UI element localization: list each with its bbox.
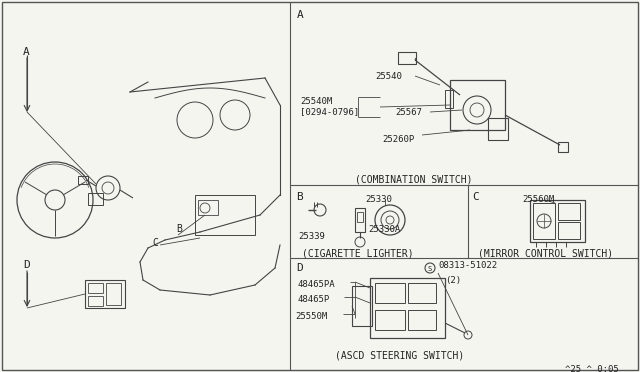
- Bar: [530, 200, 585, 242]
- Bar: [195, 195, 255, 235]
- Bar: [558, 203, 580, 220]
- Bar: [445, 90, 453, 108]
- Text: C: C: [472, 192, 479, 202]
- Text: (2): (2): [445, 276, 461, 285]
- Text: S: S: [428, 266, 432, 272]
- Text: 48465PA: 48465PA: [298, 280, 335, 289]
- Text: 25560M: 25560M: [522, 195, 554, 204]
- Bar: [375, 283, 405, 303]
- Text: 25339: 25339: [298, 232, 325, 241]
- Bar: [408, 283, 436, 303]
- Bar: [408, 310, 436, 330]
- Text: (CIGARETTE LIGHTER): (CIGARETTE LIGHTER): [302, 249, 413, 259]
- Bar: [375, 310, 405, 330]
- Bar: [398, 52, 416, 64]
- Bar: [88, 283, 103, 293]
- Text: 25330A: 25330A: [368, 225, 400, 234]
- Bar: [85, 280, 125, 308]
- Text: 25540M: 25540M: [300, 97, 332, 106]
- Bar: [88, 296, 103, 306]
- Bar: [355, 208, 365, 232]
- Bar: [533, 203, 555, 239]
- Bar: [78, 176, 88, 184]
- Bar: [370, 278, 445, 338]
- Text: 25330: 25330: [365, 195, 392, 204]
- Text: B: B: [296, 192, 303, 202]
- Bar: [198, 200, 218, 215]
- Bar: [558, 142, 568, 152]
- Bar: [352, 286, 372, 326]
- Text: 25540: 25540: [375, 72, 402, 81]
- Text: (ASCD STEERING SWITCH): (ASCD STEERING SWITCH): [335, 350, 464, 360]
- Text: 48465P: 48465P: [298, 295, 330, 304]
- Text: A: A: [23, 47, 29, 57]
- Bar: [357, 212, 363, 222]
- Bar: [106, 283, 121, 305]
- Text: 25567: 25567: [395, 108, 422, 117]
- Text: (COMBINATION SWITCH): (COMBINATION SWITCH): [355, 175, 472, 185]
- Text: 25260P: 25260P: [382, 135, 414, 144]
- Text: D: D: [23, 260, 29, 270]
- Text: D: D: [296, 263, 303, 273]
- Text: 25550M: 25550M: [295, 312, 327, 321]
- Bar: [488, 118, 508, 140]
- Text: B: B: [176, 224, 182, 234]
- Text: ^25 ^ 0:05: ^25 ^ 0:05: [565, 365, 619, 372]
- Text: C: C: [152, 238, 158, 248]
- Bar: [558, 222, 580, 239]
- Text: A: A: [297, 10, 304, 20]
- Text: 08313-51022: 08313-51022: [438, 260, 497, 269]
- Text: [0294-0796]: [0294-0796]: [300, 107, 359, 116]
- Bar: [88, 193, 103, 205]
- Bar: [450, 80, 505, 130]
- Text: (MIRROR CONTROL SWITCH): (MIRROR CONTROL SWITCH): [478, 249, 613, 259]
